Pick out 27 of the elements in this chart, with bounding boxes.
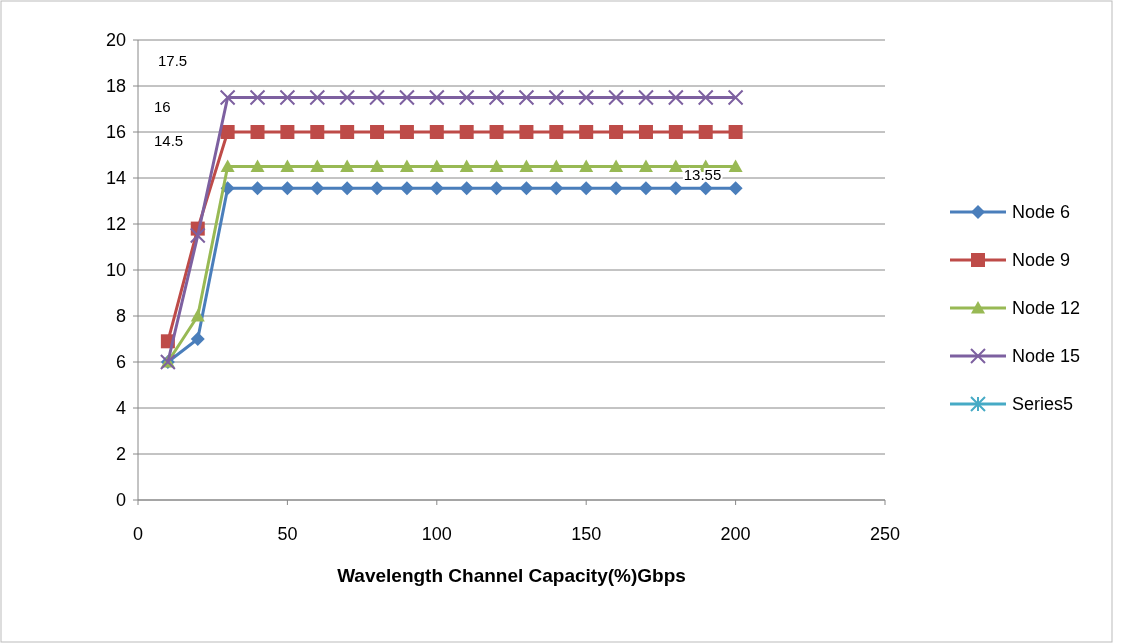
legend-label: Node 15 bbox=[1012, 346, 1081, 367]
annotation: 14.5 bbox=[154, 132, 184, 149]
x-tick-label: 200 bbox=[720, 524, 751, 544]
y-tick-label: 16 bbox=[105, 122, 126, 143]
legend-label: Node 9 bbox=[1012, 250, 1071, 271]
annotation: 13.55 bbox=[683, 166, 722, 184]
y-tick-label: 4 bbox=[115, 398, 126, 419]
x-tick-label: 250 bbox=[869, 524, 901, 544]
y-tick-label: 8 bbox=[115, 306, 126, 327]
legend-label: Node 12 bbox=[1012, 298, 1081, 319]
x-tick-label: 100 bbox=[421, 524, 452, 544]
legend-label: Node 6 bbox=[1012, 202, 1071, 223]
y-tick-label: 10 bbox=[105, 260, 126, 281]
y-tick-label: 12 bbox=[105, 214, 126, 235]
x-tick-label: 0 bbox=[132, 524, 144, 544]
y-tick-label: 2 bbox=[115, 444, 126, 465]
y-tick-label: 6 bbox=[115, 352, 126, 373]
y-tick-label: 0 bbox=[115, 490, 126, 511]
y-tick-label: 18 bbox=[105, 76, 126, 97]
annotation: 16 bbox=[154, 98, 171, 115]
annotation: 17.5 bbox=[158, 52, 188, 69]
x-axis-title: Wavelength Channel Capacity(%)Gbps bbox=[337, 565, 686, 586]
x-tick-label: 50 bbox=[277, 524, 298, 544]
legend-label: Series5 bbox=[1012, 394, 1074, 415]
y-tick-label: 14 bbox=[105, 168, 126, 189]
x-tick-label: 150 bbox=[571, 524, 602, 544]
y-tick-label: 20 bbox=[105, 30, 126, 51]
